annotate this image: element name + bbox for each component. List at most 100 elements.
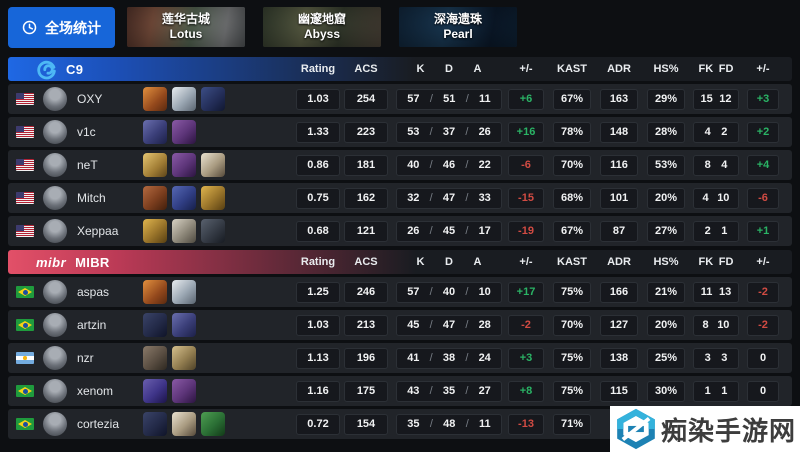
map-tab-lotus[interactable]: 莲华古城 Lotus — [127, 7, 245, 47]
player-row: artzin 1.03 213 45 / 47 / 28 -2 70% 127 … — [8, 310, 792, 340]
team-name: C9 — [66, 61, 84, 77]
col-assists: A — [473, 63, 482, 75]
stat-kda: 35 / 48 / 11 — [396, 413, 502, 435]
stat-fd: 1 — [721, 225, 728, 237]
stat-fk-plusminus: -2 — [747, 314, 779, 336]
player-name[interactable]: nzr — [77, 351, 94, 365]
stat-kast: 67% — [553, 88, 591, 110]
col-plusminus: +/- — [519, 63, 533, 75]
agent-icon — [172, 87, 196, 111]
map-tab-abyss[interactable]: 幽邃地窟 Abyss — [263, 7, 381, 47]
player-name[interactable]: neT — [77, 158, 98, 172]
slash: / — [465, 159, 469, 171]
column-headers: Rating ACS K D A +/- KAST ADR HS% FK FD … — [288, 250, 779, 274]
site-watermark[interactable]: 痴染手游网 — [610, 406, 800, 452]
stat-assists: 11 — [479, 93, 491, 105]
stat-fd: 10 — [717, 319, 730, 331]
stat-kast: 68% — [553, 187, 591, 209]
stat-assists: 22 — [478, 159, 491, 171]
slash: / — [465, 319, 469, 331]
stat-assists: 10 — [478, 286, 491, 298]
agent-icon — [143, 120, 167, 144]
map-name-cn: 深海遗珠 — [433, 12, 482, 26]
slash: / — [429, 352, 433, 364]
stat-kills: 45 — [407, 319, 420, 331]
stat-deaths: 46 — [442, 159, 456, 171]
col-kast: KAST — [557, 256, 587, 268]
agent-icon — [143, 346, 167, 370]
stat-acs: 121 — [344, 220, 388, 242]
stat-kda: 40 / 46 / 22 — [396, 154, 502, 176]
stat-rating: 1.16 — [296, 380, 340, 402]
player-stats: 1.16 175 43 / 35 / 27 +8 75% 115 30% 1 1… — [288, 376, 779, 406]
agent-icon — [201, 153, 225, 177]
stat-rating: 1.03 — [296, 314, 340, 336]
stat-fkfd: 8 10 — [693, 314, 739, 336]
stat-fd: 2 — [721, 126, 728, 138]
col-hs: HS% — [653, 256, 679, 268]
slash: / — [429, 225, 433, 237]
agent-icon — [172, 379, 196, 403]
stat-assists: 17 — [478, 225, 491, 237]
player-identity: cortezia — [8, 409, 225, 439]
stat-kda: 43 / 35 / 27 — [396, 380, 502, 402]
player-stats: 0.86 181 40 / 46 / 22 -6 70% 116 53% 8 4… — [288, 150, 779, 180]
col-fk-plusminus: +/- — [756, 63, 770, 75]
stat-acs: 181 — [344, 154, 388, 176]
player-name[interactable]: artzin — [77, 318, 107, 332]
player-identity: nzr — [8, 343, 196, 373]
stat-fk-plusminus: 0 — [747, 347, 779, 369]
slash: / — [429, 93, 433, 105]
stat-acs: 162 — [344, 187, 388, 209]
stat-fkfd: 4 10 — [693, 187, 739, 209]
player-name[interactable]: Mitch — [77, 191, 106, 205]
full-match-stats-button[interactable]: 全场统计 — [8, 7, 115, 48]
agent-icon — [172, 280, 196, 304]
map-name-cn: 莲华古城 — [161, 12, 210, 26]
slash: / — [465, 192, 469, 204]
agent-icons — [143, 346, 196, 370]
col-kills: K — [416, 63, 425, 75]
stat-adr: 148 — [600, 121, 638, 143]
stat-kda: 45 / 47 / 28 — [396, 314, 502, 336]
player-stats: 1.33 223 53 / 37 / 26 +16 78% 148 28% 4 … — [288, 117, 779, 147]
site-name: 痴染手游网 — [661, 415, 797, 446]
stat-assists: 26 — [478, 126, 491, 138]
col-fk: FK — [698, 63, 714, 75]
slash: / — [465, 352, 469, 364]
stat-plusminus: -13 — [508, 413, 544, 435]
stat-hs: 29% — [647, 88, 685, 110]
stat-fk-plusminus: +3 — [747, 88, 779, 110]
player-name[interactable]: Xeppaa — [77, 224, 119, 238]
stat-kda: 32 / 47 / 33 — [396, 187, 502, 209]
stat-adr: 127 — [600, 314, 638, 336]
team-header-c9: C9 Rating ACS K D A +/- KAST ADR HS% FK … — [8, 57, 792, 81]
player-name[interactable]: OXY — [77, 92, 103, 106]
stat-adr: 87 — [600, 220, 638, 242]
player-name[interactable]: aspas — [77, 285, 110, 299]
player-identity: aspas — [8, 277, 196, 307]
player-avatar — [43, 87, 67, 111]
stat-acs: 213 — [344, 314, 388, 336]
stat-adr: 138 — [600, 347, 638, 369]
player-avatar — [43, 219, 67, 243]
stat-plusminus: +8 — [508, 380, 544, 402]
player-name[interactable]: cortezia — [77, 417, 120, 431]
stat-rating: 0.86 — [296, 154, 340, 176]
stat-kast: 75% — [553, 347, 591, 369]
player-stats: 1.03 213 45 / 47 / 28 -2 70% 127 20% 8 1… — [288, 310, 779, 340]
player-identity: artzin — [8, 310, 196, 340]
slash: / — [429, 418, 433, 430]
stat-fk-plusminus: -2 — [747, 281, 779, 303]
slash: / — [465, 126, 469, 138]
map-tab-pearl[interactable]: 深海遗珠 Pearl — [399, 7, 517, 47]
slash: / — [465, 93, 469, 105]
slash: / — [465, 418, 469, 430]
player-name[interactable]: v1c — [77, 125, 96, 139]
stat-plusminus: +6 — [508, 88, 544, 110]
player-avatar — [43, 379, 67, 403]
stat-acs: 154 — [344, 413, 388, 435]
player-identity: v1c — [8, 117, 196, 147]
stat-fd: 10 — [717, 192, 730, 204]
player-name[interactable]: xenom — [77, 384, 114, 398]
